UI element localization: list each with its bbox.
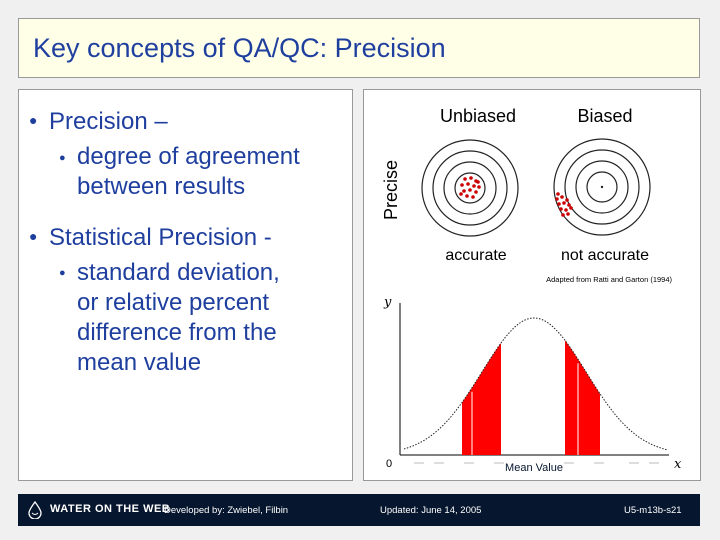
bullet-precision-sub-1: degree of agreement	[77, 143, 300, 170]
not-accurate-label: not accurate	[561, 247, 649, 264]
normal-curve	[403, 317, 669, 464]
unbiased-dots	[459, 176, 481, 199]
slide-title: Key concepts of QA/QC: Precision	[33, 33, 446, 63]
biased-dots	[555, 192, 573, 217]
water-drop-logo-icon	[28, 501, 42, 519]
shaded-region-right	[565, 340, 600, 455]
bullet-precision-sub-2: between results	[77, 173, 246, 200]
axis-x-label: x	[674, 457, 682, 472]
column-biased-label: Biased	[577, 106, 632, 126]
biased-center-dot	[600, 185, 604, 189]
bullet-stat-sub-3: difference from the	[77, 319, 277, 346]
column-unbiased-label: Unbiased	[440, 106, 516, 126]
bullet-precision: Precision –	[49, 108, 168, 135]
bullet-dot-icon: ●	[29, 112, 38, 128]
axis-y-label: y	[383, 295, 392, 310]
axis-origin-label: 0	[386, 458, 392, 470]
figure-credit: Adapted from Ratti and Garton (1994)	[546, 275, 672, 284]
accurate-label: accurate	[445, 247, 506, 264]
footer-bar: WATER ON THE WEB Developed by: Zwiebel, …	[18, 494, 700, 526]
footer-updated: Updated: June 14, 2005	[380, 505, 482, 516]
bullet-statistical-precision: Statistical Precision -	[49, 224, 272, 251]
title-box: Key concepts of QA/QC: Precision	[18, 18, 700, 78]
mean-value-label: Mean Value	[505, 462, 563, 474]
target-biased-icon	[553, 138, 651, 236]
bullet-panel: ● Precision – ● degree of agreement betw…	[18, 89, 353, 481]
curve-outline	[403, 317, 669, 451]
bullet-dot-icon: ●	[59, 267, 66, 279]
bullet-dot-icon: ●	[59, 152, 66, 164]
footer-code: U5-m13b-s21	[624, 505, 682, 516]
bullet-stat-sub-2: or relative percent	[77, 289, 270, 316]
footer-developed: Developed by: Zwiebel, Filbin	[164, 505, 289, 516]
bullet-stat-sub-4: mean value	[77, 349, 202, 376]
target-unbiased-icon	[421, 139, 519, 237]
shaded-region-left	[462, 343, 501, 455]
figure-panel: Unbiased Biased Precise	[363, 89, 701, 481]
figure-svg: Unbiased Biased Precise	[381, 106, 682, 474]
bullet-stat-sub-1: standard deviation,	[77, 259, 280, 286]
row-precise-label: Precise	[381, 160, 401, 220]
footer-logo-text: WATER ON THE WEB	[50, 503, 171, 515]
bullet-dot-icon: ●	[29, 228, 38, 244]
